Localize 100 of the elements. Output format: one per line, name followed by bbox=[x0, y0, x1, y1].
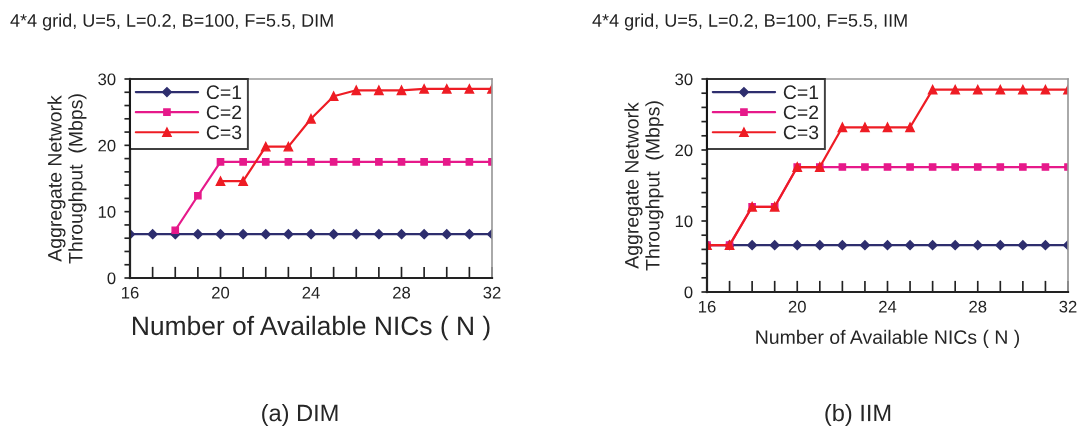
point bbox=[950, 84, 961, 95]
point bbox=[1040, 84, 1051, 95]
text: (a) DIM bbox=[262, 403, 338, 426]
x-tick-label: 16 bbox=[699, 300, 716, 313]
point bbox=[352, 158, 361, 166]
point bbox=[995, 240, 1006, 251]
point bbox=[837, 122, 848, 133]
point bbox=[860, 122, 870, 133]
y-axis-title: Aggregate Network Throughput (Mbps) bbox=[47, 94, 87, 264]
y-tick-label: 0 bbox=[684, 286, 693, 299]
y-axis-title: Aggregate Network Throughput (Mbps) bbox=[624, 101, 664, 271]
point bbox=[838, 163, 847, 171]
point bbox=[1017, 240, 1028, 251]
point bbox=[260, 229, 271, 240]
point bbox=[441, 229, 452, 240]
point bbox=[814, 240, 825, 251]
point bbox=[904, 240, 916, 251]
y-tick-label: 30 bbox=[675, 73, 693, 86]
x-axis-title: Number of Available NICs ( N ) bbox=[133, 315, 490, 341]
x-tick-label: 32 bbox=[1059, 300, 1077, 313]
x-tick-label: 28 bbox=[393, 286, 411, 299]
point bbox=[882, 122, 893, 133]
point bbox=[859, 240, 871, 251]
y-tick-label: 10 bbox=[675, 215, 693, 228]
point bbox=[351, 85, 362, 96]
point bbox=[328, 229, 339, 240]
y-tick-label: 20 bbox=[675, 144, 693, 157]
chart-title: 4*4 grid, U=5, L=0.2, B=100, F=5.5, IIM bbox=[592, 13, 907, 31]
point bbox=[375, 158, 383, 166]
point bbox=[192, 229, 203, 240]
point bbox=[239, 158, 247, 166]
point bbox=[972, 240, 983, 251]
point bbox=[216, 158, 225, 166]
x-tick-label: 32 bbox=[483, 286, 501, 299]
point bbox=[171, 226, 180, 235]
point bbox=[283, 141, 294, 152]
point bbox=[464, 229, 475, 240]
point bbox=[215, 229, 226, 240]
point bbox=[972, 84, 983, 95]
point bbox=[769, 240, 780, 251]
point bbox=[928, 163, 937, 171]
x-tick-label: 20 bbox=[788, 300, 806, 313]
point bbox=[373, 229, 384, 240]
point bbox=[973, 163, 982, 171]
point bbox=[747, 240, 758, 251]
point bbox=[283, 229, 294, 240]
legend-label: C=2 bbox=[783, 105, 819, 120]
point bbox=[329, 158, 338, 166]
point bbox=[260, 141, 271, 152]
point bbox=[905, 122, 915, 133]
x-tick-label: 24 bbox=[879, 300, 897, 313]
y-tick-label: 20 bbox=[98, 139, 116, 152]
point bbox=[1018, 84, 1028, 95]
point bbox=[906, 163, 914, 171]
point bbox=[792, 240, 803, 251]
x-tick-label: 24 bbox=[302, 286, 320, 299]
point bbox=[261, 158, 270, 166]
point bbox=[396, 85, 407, 96]
chart-title: 4*4 grid, U=5, L=0.2, B=100, F=5.5, DIM bbox=[10, 13, 333, 31]
point bbox=[305, 229, 317, 240]
x-tick-label: 16 bbox=[122, 286, 139, 299]
point bbox=[374, 85, 384, 96]
point bbox=[861, 163, 869, 171]
point bbox=[1019, 163, 1027, 171]
point bbox=[419, 84, 429, 94]
point bbox=[396, 229, 407, 240]
x-tick-label: 20 bbox=[212, 286, 230, 299]
point bbox=[307, 158, 315, 166]
point bbox=[284, 158, 293, 166]
y-tick-label: 0 bbox=[107, 272, 116, 285]
point bbox=[351, 229, 362, 240]
legend-label: C=2 bbox=[206, 105, 242, 120]
point bbox=[397, 158, 406, 166]
point bbox=[441, 84, 452, 94]
x-axis-title: Number of Available NICs ( N ) bbox=[756, 329, 1020, 348]
point bbox=[951, 163, 960, 171]
point bbox=[883, 163, 892, 171]
legend-label: C=1 bbox=[206, 85, 242, 100]
point bbox=[419, 229, 430, 240]
point bbox=[995, 84, 1006, 95]
point bbox=[837, 240, 848, 251]
text: (b) IIM bbox=[825, 403, 891, 426]
x-tick-label: 28 bbox=[969, 300, 987, 313]
point bbox=[420, 158, 428, 166]
point bbox=[1041, 163, 1050, 171]
point bbox=[215, 176, 226, 187]
point bbox=[194, 191, 202, 200]
point bbox=[442, 158, 451, 166]
point bbox=[328, 91, 339, 102]
point bbox=[238, 176, 248, 187]
point bbox=[996, 163, 1005, 171]
point bbox=[927, 84, 938, 95]
point bbox=[882, 240, 893, 251]
point bbox=[950, 240, 961, 251]
legend-label: C=3 bbox=[206, 125, 242, 140]
point bbox=[306, 113, 316, 124]
point bbox=[238, 229, 249, 240]
legend-label: C=3 bbox=[783, 125, 819, 140]
y-tick-label: 30 bbox=[98, 73, 116, 86]
point bbox=[465, 158, 474, 166]
